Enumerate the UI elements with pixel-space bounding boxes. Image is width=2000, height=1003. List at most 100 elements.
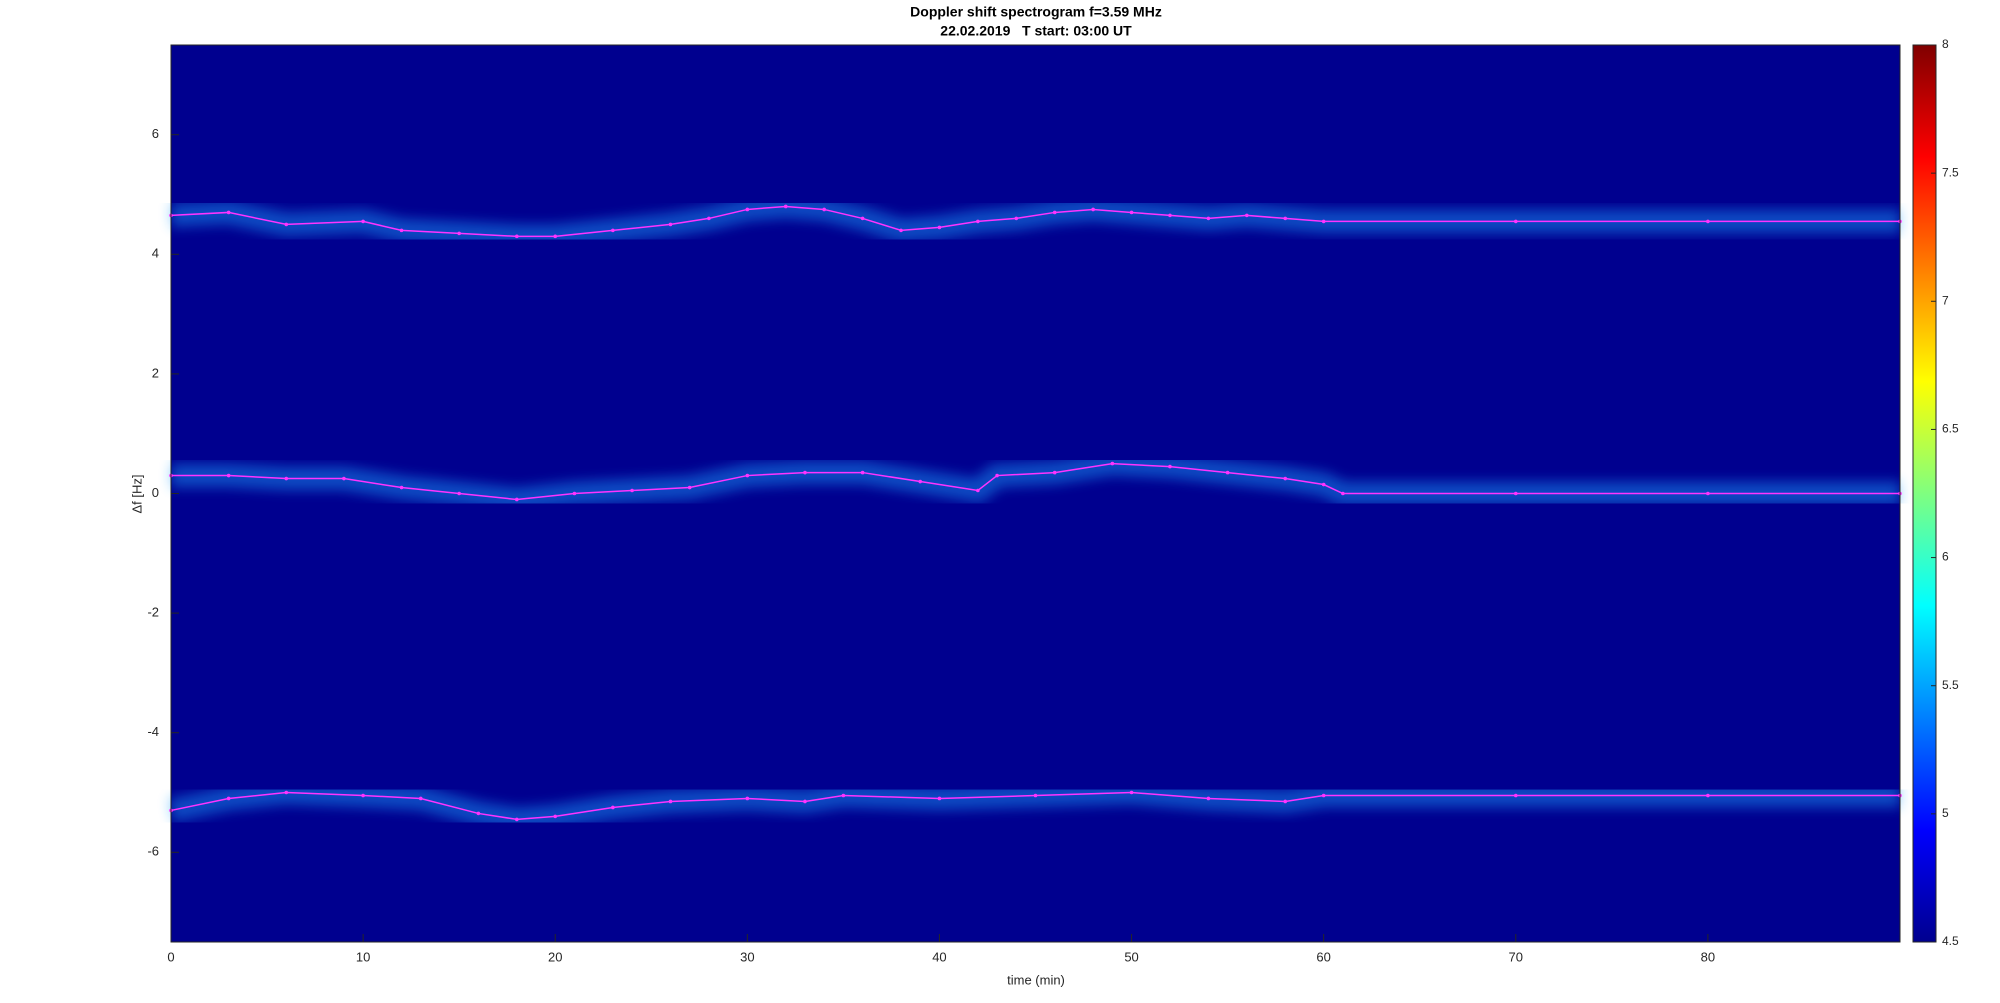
y-tick-label: -2 [147, 605, 159, 620]
trace-point [1321, 219, 1326, 224]
trace-point [995, 473, 999, 478]
colorbar-tick-label: 5.5 [1942, 678, 1959, 692]
colorbar-tick-label: 7 [1942, 293, 1949, 307]
trace-point [476, 811, 481, 816]
trace-point [1706, 491, 1710, 496]
x-axis-label: time (min) [1007, 972, 1065, 987]
trace-point [860, 470, 865, 475]
trace-point [687, 485, 692, 490]
trace-point [399, 228, 404, 233]
trace-point [284, 790, 289, 795]
trace-point [860, 216, 865, 221]
trace-point [1052, 470, 1057, 475]
trace-point [1091, 207, 1095, 212]
trace-point [457, 491, 461, 496]
trace-line [170, 205, 1900, 238]
y-tick-label: 0 [152, 485, 159, 500]
x-tick-label: 40 [932, 949, 946, 964]
colorbar-tick-label: 8 [1942, 37, 1949, 51]
x-tick-label: 30 [740, 949, 754, 964]
trace-point [745, 207, 750, 212]
trace-point [226, 473, 231, 478]
chart-title: Doppler shift spectrogram f=3.59 MHz [910, 4, 1162, 20]
trace-point [1341, 491, 1345, 496]
trace-point [822, 207, 826, 212]
trace-point [1129, 210, 1134, 215]
trace-point [745, 473, 750, 478]
trace-point [1283, 216, 1288, 221]
colorbar-tick-label: 4.5 [1942, 934, 1959, 948]
trace-point [1014, 216, 1019, 221]
trace-point [457, 231, 461, 236]
trace-point [611, 228, 615, 233]
trace-point [361, 219, 365, 224]
trace-point [783, 204, 788, 209]
trace-point [553, 814, 558, 819]
trace-point [572, 491, 577, 496]
x-tick-label: 50 [1124, 949, 1138, 964]
trace-point [284, 476, 289, 481]
trace-point [1706, 793, 1710, 798]
colorbar-tick-label: 6 [1942, 550, 1949, 564]
trace-point [611, 805, 615, 810]
trace-point [1168, 213, 1172, 218]
trace-point [918, 479, 923, 484]
trace-point [1321, 482, 1326, 487]
trace-point [1129, 790, 1134, 795]
trace-point [226, 210, 231, 215]
trace-point [1321, 793, 1326, 798]
chart-subtitle: 22.02.2019 T start: 03:00 UT [940, 23, 1132, 39]
trace-point [668, 799, 673, 804]
y-tick-label: 6 [152, 126, 159, 141]
trace-point [745, 796, 750, 801]
trace-point [1052, 210, 1057, 215]
trace-point [1110, 461, 1115, 466]
trace-point [1513, 491, 1518, 496]
trace-point [361, 793, 365, 798]
x-tick-label: 20 [548, 949, 562, 964]
trace-point [707, 216, 711, 221]
y-tick-label: -4 [147, 724, 159, 739]
x-tick-label: 10 [356, 949, 370, 964]
x-tick-label: 0 [167, 949, 174, 964]
trace-point [803, 470, 807, 475]
trace-point [515, 817, 519, 822]
colorbar-tick-label: 7.5 [1942, 165, 1959, 179]
trace-point [515, 497, 519, 502]
trace-point [630, 488, 634, 493]
trace-point [668, 222, 673, 227]
trace-point [937, 796, 942, 801]
trace-point [553, 234, 558, 239]
trace-point [226, 796, 231, 801]
trace-line [170, 791, 1900, 821]
trace-point [937, 225, 942, 230]
x-tick-label: 70 [1509, 949, 1523, 964]
trace-point [841, 793, 846, 798]
y-tick-label: 4 [152, 246, 159, 261]
x-tick-label: 80 [1701, 949, 1715, 964]
trace-point [803, 799, 807, 804]
trace-point [515, 234, 519, 239]
trace-point [1283, 799, 1288, 804]
trace-point [1513, 793, 1518, 798]
trace-point [976, 488, 980, 493]
trace-point [342, 476, 346, 481]
x-tick-label: 60 [1316, 949, 1330, 964]
trace-point [1206, 796, 1211, 801]
y-axis-label: Δf [Hz] [129, 474, 144, 513]
colorbar [1912, 44, 1937, 943]
trace-point [284, 222, 289, 227]
trace-point [1245, 213, 1249, 218]
colorbar-tick-label: 5 [1942, 806, 1949, 820]
trace-point [899, 228, 903, 233]
trace-point [1033, 793, 1038, 798]
y-tick-label: -6 [147, 844, 159, 859]
trace-point [399, 485, 404, 490]
y-tick-label: 2 [152, 365, 159, 380]
trace-point [1206, 216, 1211, 221]
trace-point [1168, 464, 1172, 469]
colorbar-tick-label: 6.5 [1942, 422, 1959, 436]
trace-point [1513, 219, 1518, 224]
